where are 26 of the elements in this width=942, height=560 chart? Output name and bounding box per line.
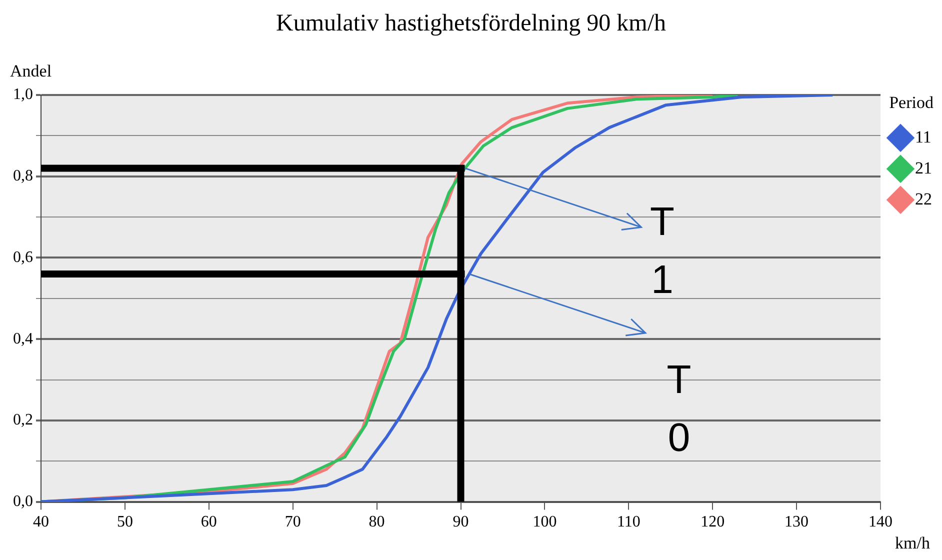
legend-label: 22 xyxy=(915,189,932,208)
annotation: T 1 xyxy=(649,198,676,304)
annotation: T 0 xyxy=(666,357,692,462)
x-tick-label: 60 xyxy=(200,514,217,531)
x-tick-label: 100 xyxy=(532,514,557,531)
x-tick-label: 80 xyxy=(368,514,385,531)
x-tick-label: 110 xyxy=(616,514,640,531)
legend-label: 11 xyxy=(915,127,932,146)
y-axis-title: Andel xyxy=(10,61,52,80)
legend-label: 21 xyxy=(915,158,932,178)
x-tick-label: 120 xyxy=(700,514,725,531)
y-tick-label: 0,6 xyxy=(13,248,33,266)
x-tick-label: 70 xyxy=(284,514,301,531)
y-tick-label: 1,0 xyxy=(13,86,33,104)
x-tick-label: 130 xyxy=(784,514,809,531)
x-tick-label: 50 xyxy=(116,514,133,531)
y-tick-label: 0,4 xyxy=(13,330,33,348)
chart-title: Kumulativ hastighetsfördelning 90 km/h xyxy=(276,10,666,36)
y-tick-label: 0,2 xyxy=(13,412,33,429)
y-tick-label: 0,0 xyxy=(13,493,33,510)
x-tick-label: 90 xyxy=(452,514,469,531)
x-tick-label: 40 xyxy=(33,514,49,531)
x-tick-label: 140 xyxy=(868,514,892,531)
y-tick-label: 0,8 xyxy=(13,168,33,185)
x-axis-title: km/h xyxy=(895,533,930,552)
legend-title: Period xyxy=(889,92,934,112)
